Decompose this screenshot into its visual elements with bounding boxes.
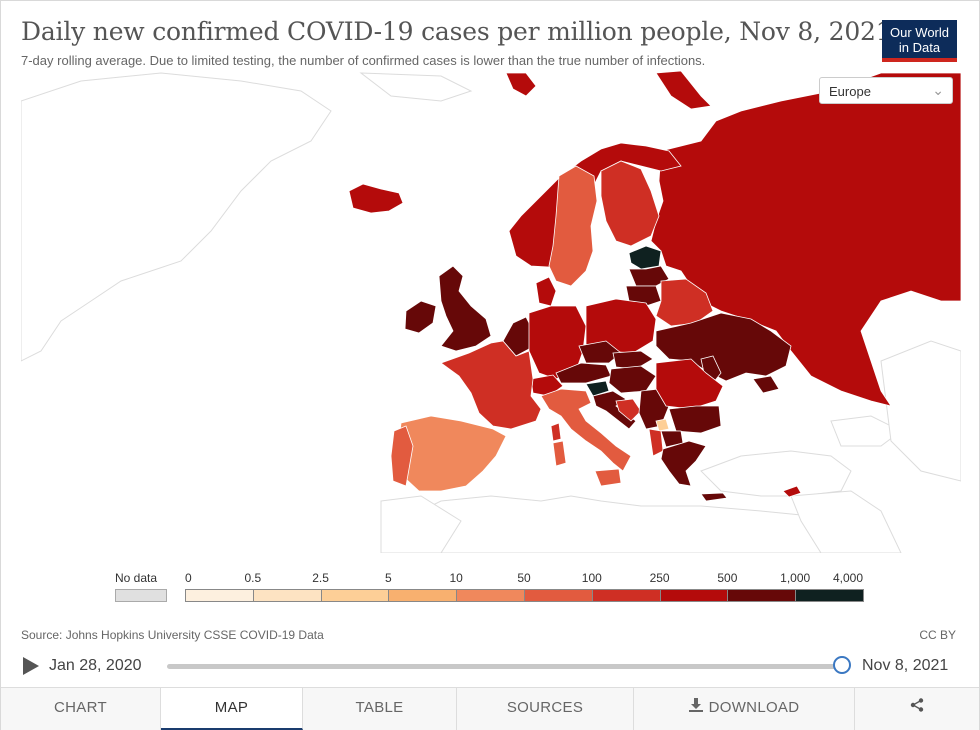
legend-tick-label: 0 xyxy=(185,571,192,585)
timeline-end-date[interactable]: Nov 8, 2021 xyxy=(862,657,949,674)
legend-tick-label: 500 xyxy=(717,571,738,585)
lithuania[interactable] xyxy=(625,285,662,307)
legend-bin[interactable] xyxy=(524,589,593,602)
europe-map xyxy=(21,70,961,553)
crete[interactable] xyxy=(700,492,728,502)
legend-bin[interactable] xyxy=(659,589,729,602)
legend-tick-label: 250 xyxy=(649,571,670,585)
legend-tick-label: 0.5 xyxy=(244,571,262,585)
tab-download-label: DOWNLOAD xyxy=(708,699,800,716)
tab-download[interactable]: DOWNLOAD xyxy=(634,688,855,730)
tab-map[interactable]: MAP xyxy=(161,688,303,730)
legend-bin[interactable] xyxy=(320,589,390,602)
tab-chart[interactable]: CHART xyxy=(1,688,161,730)
bulgaria[interactable] xyxy=(668,405,722,434)
source-note: Source: Johns Hopkins University CSSE CO… xyxy=(21,628,324,642)
legend-tick-label: 2.5 xyxy=(312,571,329,585)
north-africa-west[interactable] xyxy=(380,495,462,553)
crimea[interactable] xyxy=(752,375,780,394)
logo-line-1: Our World xyxy=(890,25,949,40)
portugal[interactable] xyxy=(390,425,414,487)
sicily[interactable] xyxy=(594,468,622,487)
middle-east[interactable] xyxy=(790,490,902,553)
iceland[interactable] xyxy=(348,183,404,214)
estonia[interactable] xyxy=(628,245,662,270)
cyprus[interactable] xyxy=(782,485,802,498)
legend-bin[interactable] xyxy=(795,589,864,602)
greece[interactable] xyxy=(660,440,707,487)
region-selector[interactable]: Europe ⌄ xyxy=(819,77,953,104)
corsica[interactable] xyxy=(550,422,562,442)
legend-bin[interactable] xyxy=(185,589,254,602)
france[interactable] xyxy=(440,340,542,430)
legend-tick-label: 1,000 xyxy=(780,571,811,585)
legend-bin[interactable] xyxy=(388,589,458,602)
legend-bin[interactable] xyxy=(727,589,797,602)
legend-bin[interactable] xyxy=(591,589,661,602)
no-data-land xyxy=(21,72,961,553)
finland[interactable] xyxy=(600,160,660,247)
tab-table[interactable]: TABLE xyxy=(303,688,457,730)
chart-title: Daily new confirmed COVID-19 cases per m… xyxy=(21,17,892,46)
legend-tick-label: 10 xyxy=(449,571,463,585)
download-icon xyxy=(688,688,703,728)
denmark[interactable] xyxy=(535,276,557,307)
countries xyxy=(348,70,961,502)
albania[interactable] xyxy=(648,428,664,457)
logo-line-2: in Data xyxy=(898,40,941,55)
slovenia[interactable] xyxy=(585,380,610,397)
timeline-track[interactable] xyxy=(167,664,843,669)
legend-tick-label: 50 xyxy=(517,571,531,585)
owid-logo[interactable]: Our World in Data xyxy=(882,20,957,62)
greenland[interactable] xyxy=(21,72,332,362)
legend-no-data-label: No data xyxy=(115,571,158,585)
region-selector-value: Europe xyxy=(829,84,871,99)
slovakia[interactable] xyxy=(612,350,654,370)
license-link[interactable]: CC BY xyxy=(919,628,956,642)
tab-share[interactable] xyxy=(855,688,979,730)
timeline-start-date[interactable]: Jan 28, 2020 xyxy=(49,657,142,674)
ukraine[interactable] xyxy=(655,312,792,382)
legend-bin[interactable] xyxy=(252,589,322,602)
ireland[interactable] xyxy=(404,300,437,334)
sardinia[interactable] xyxy=(552,440,567,467)
tab-bar: CHART MAP TABLE SOURCES DOWNLOAD xyxy=(1,687,979,730)
hungary[interactable] xyxy=(608,365,657,394)
legend-tick-label: 4,000 xyxy=(832,571,863,585)
legend-tick-label: 5 xyxy=(385,571,392,585)
svalbard[interactable] xyxy=(505,72,537,97)
arctic-islands[interactable] xyxy=(359,72,473,102)
chart-subtitle: 7-day rolling average. Due to limited te… xyxy=(21,53,706,68)
novaya-zemlya[interactable] xyxy=(655,70,712,110)
play-icon[interactable] xyxy=(23,657,39,675)
kosovo[interactable] xyxy=(655,418,670,432)
tab-sources[interactable]: SOURCES xyxy=(457,688,634,730)
legend-no-data-swatch xyxy=(115,589,167,602)
legend-tick-label: 100 xyxy=(581,571,602,585)
legend-bin[interactable] xyxy=(456,589,525,602)
croatia[interactable] xyxy=(592,390,637,430)
romania[interactable] xyxy=(655,358,724,410)
italy[interactable] xyxy=(540,388,632,472)
central-asia[interactable] xyxy=(880,340,961,482)
chevron-down-icon: ⌄ xyxy=(932,82,944,98)
bosnia[interactable] xyxy=(615,398,642,422)
sweden[interactable] xyxy=(548,165,598,287)
timeline-handle[interactable] xyxy=(833,656,851,674)
share-icon xyxy=(910,688,924,728)
turkey[interactable] xyxy=(700,450,852,497)
spain[interactable] xyxy=(398,415,507,492)
united-kingdom[interactable] xyxy=(438,265,492,352)
germany[interactable] xyxy=(528,305,587,380)
